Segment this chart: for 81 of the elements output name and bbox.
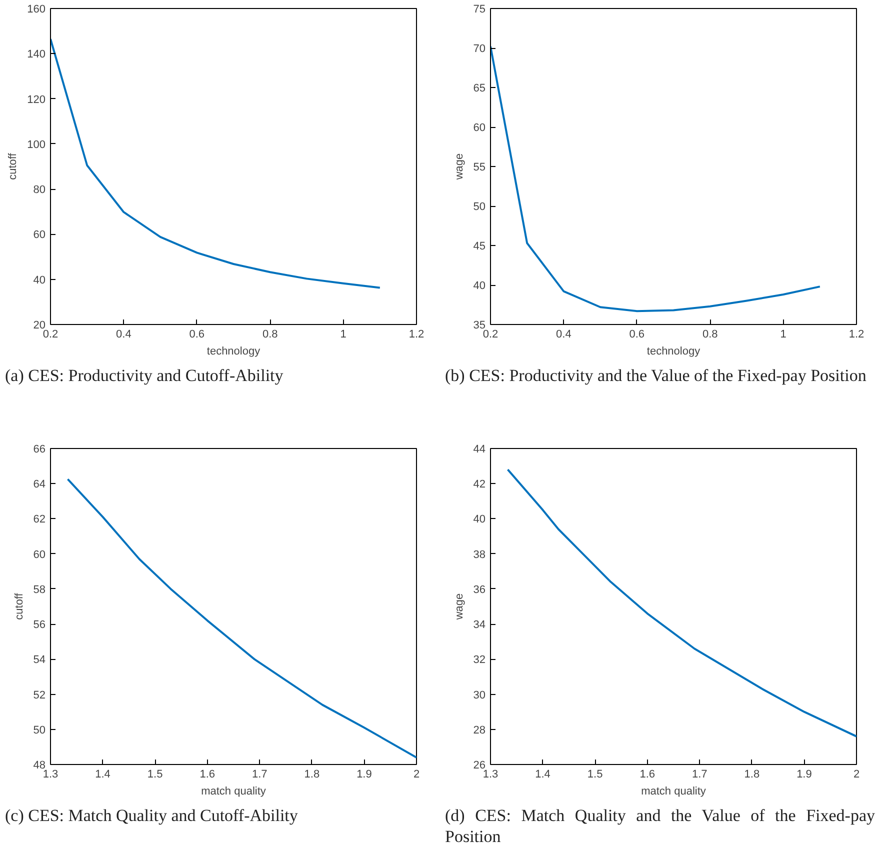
y-tick-label: 75 [473,4,486,16]
line-series [506,468,856,738]
y-tick-label: 60 [473,122,486,134]
y-axis-title: wage [453,593,466,621]
y-tick-label: 60 [33,229,46,242]
y-axis-title: cutoff [7,152,20,180]
y-axis-title: wage [453,153,466,181]
y-tick-label: 66 [33,444,46,456]
x-axis-title: match quality [201,786,266,798]
y-tick-label: 140 [27,48,46,61]
text: (b) CES: Productivity and the Value of the Fixed-pay Position [445,365,866,386]
x-tick-label: 1.7 [692,768,708,780]
x-tick-label: 1 [340,328,346,340]
y-tick-label: 56 [33,619,46,632]
y-tick-label: 48 [33,760,46,772]
y-tick-label: 40 [473,280,486,292]
y-tick-label: 54 [33,654,46,666]
x-tick-label: 2 [413,768,420,780]
y-tick-label: 35 [473,320,486,332]
x-tick-label: 2 [853,768,860,780]
text: (a) CES: Productivity and Cutoff-Ability [5,365,284,386]
y-tick-label: 38 [473,548,486,561]
y-tick-label: 44 [473,444,486,456]
x-tick-label: 1.5 [587,768,603,780]
x-tick-label: 1.6 [640,768,656,780]
y-tick-label: 50 [473,201,486,213]
y-tick-label: 80 [33,184,46,196]
y-tick-label: 52 [33,689,46,702]
x-tick-label: 1.4 [535,768,550,780]
y-tick-label: 26 [473,760,486,772]
y-tick-label: 36 [473,584,486,596]
y-tick-label: 70 [473,43,486,55]
x-tick-label: 0.2 [482,328,498,340]
x-tick-label: 0.4 [116,328,132,340]
y-tick-label: 64 [33,478,46,491]
y-tick-label: 160 [27,4,46,16]
y-tick-label: 32 [473,654,486,666]
y-tick-label: 50 [33,724,46,736]
x-axis-title: technology [206,346,261,358]
x-tick-label: 1.9 [356,768,372,780]
x-tick-label: 0.8 [702,328,718,340]
y-tick-label: 58 [33,584,46,596]
x-tick-label: 1.3 [42,768,58,780]
y-tick-label: 40 [33,274,46,286]
x-tick-label: 1.2 [408,328,424,340]
y-axis-title: cutoff [13,592,26,620]
x-tick-label: 0.4 [556,328,572,340]
x-tick-label: 0.6 [629,328,645,340]
x-tick-label: 0.8 [262,328,278,340]
x-tick-label: 1.7 [252,768,268,780]
y-tick-label: 120 [27,94,46,106]
x-tick-label: 0.6 [189,328,205,340]
x-tick-label: 1.4 [95,768,110,780]
x-tick-label: 1.8 [304,768,320,780]
x-tick-label: 1.9 [796,768,812,780]
y-tick-label: 28 [473,724,486,736]
y-tick-label: 45 [473,240,486,252]
line-series [50,38,381,289]
x-tick-label: 1.6 [200,768,216,780]
y-tick-label: 20 [33,320,46,332]
text: (d) CES: Match Quality and the Value of the Fixed-pay Position [445,805,875,848]
y-tick-label: 62 [33,514,46,526]
y-tick-label: 55 [473,162,486,174]
y-tick-label: 30 [473,689,486,702]
y-tick-label: 100 [27,138,46,151]
line-series [490,45,821,312]
x-tick-label: 1 [780,328,786,340]
y-tick-label: 60 [33,548,46,561]
y-tick-label: 34 [473,619,486,632]
text: (c) CES: Match Quality and Cutoff-Ability [5,805,298,826]
x-tick-label: 1.8 [744,768,760,780]
x-tick-label: 0.2 [42,328,58,340]
x-axis-title: match quality [641,786,706,798]
y-tick-label: 65 [473,82,486,94]
y-tick-label: 40 [473,514,486,526]
x-tick-label: 1.2 [848,328,864,340]
x-tick-label: 1.5 [147,768,163,780]
line-series [66,478,416,758]
x-axis-title: technology [646,346,701,358]
y-tick-label: 42 [473,478,486,491]
x-tick-label: 1.3 [482,768,498,780]
